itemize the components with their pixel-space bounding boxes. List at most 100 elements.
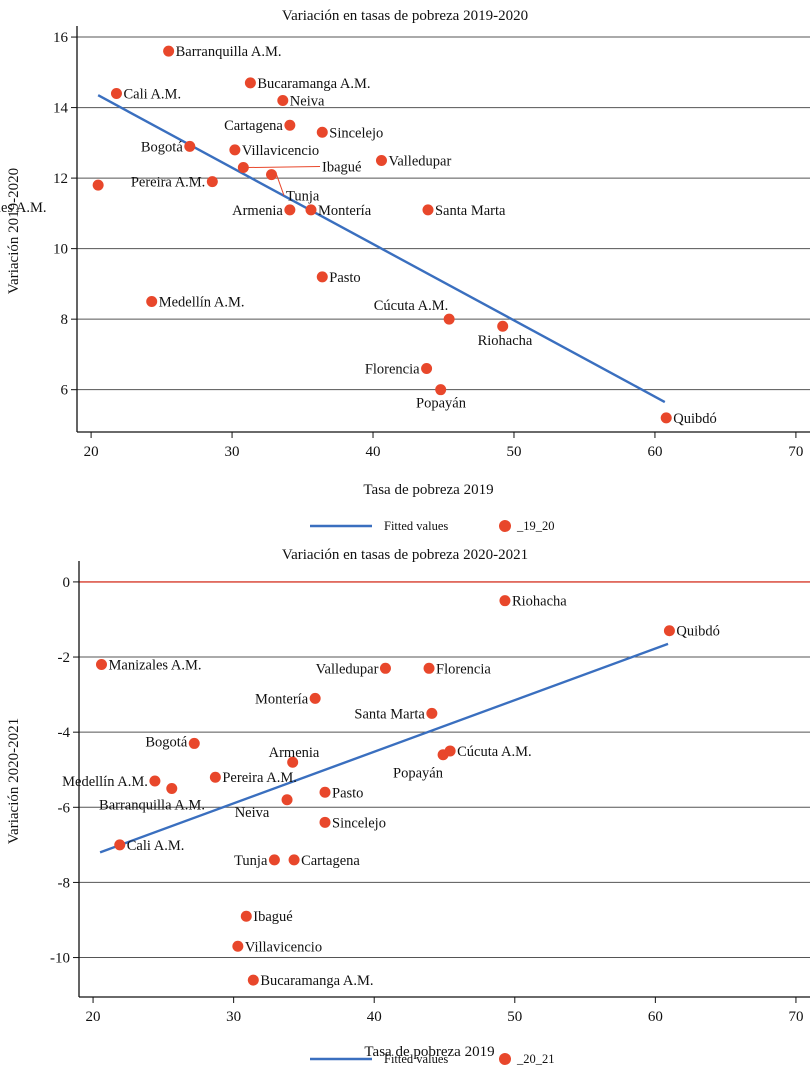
y-axis-label: Variación 2019-2020: [6, 168, 22, 294]
chart-panel-2020-2021: Variación en tasas de pobreza 2020-2021 0…: [0, 545, 810, 1082]
point-label-neiva: Neiva: [235, 805, 270, 821]
point-label-sincelejo: Sincelejo: [332, 815, 386, 831]
point-ibague: [240, 910, 252, 922]
point-cucuta-a-m: [443, 313, 455, 325]
point-label-monteria: Montería: [255, 691, 309, 707]
y-tick-label: 12: [53, 171, 68, 187]
point-label-cartagena: Cartagena: [224, 118, 283, 134]
fitted-values-line: [99, 642, 669, 854]
x-tick-label: 50: [507, 1009, 522, 1025]
point-label-barranquilla-a-m: Barranquilla A.M.: [176, 44, 282, 60]
point-manizales-a-m: [92, 179, 104, 191]
point-label-monteria: Montería: [318, 203, 372, 219]
point-label-florencia: Florencia: [436, 661, 491, 677]
legend-marker-label: _19_20: [516, 519, 555, 533]
point-medellin-a-m: [146, 296, 158, 308]
point-label-pereira-a-m: Pereira A.M.: [131, 175, 206, 191]
point-pereira-a-m: [206, 176, 218, 188]
x-tick-label: 60: [648, 1009, 663, 1025]
scatter-chart-2020-2021: Variación en tasas de pobreza 2020-2021 0…: [6, 547, 810, 1066]
point-ibague: [237, 162, 249, 174]
point-label-cucuta-a-m: Cúcuta A.M.: [457, 744, 532, 760]
point-pasto: [319, 786, 331, 798]
y-tick-label: 0: [63, 575, 71, 591]
y-tick-label: 14: [53, 101, 69, 117]
point-pasto: [316, 271, 328, 283]
point-label-sincelejo: Sincelejo: [329, 125, 383, 141]
x-tick-label: 20: [84, 444, 99, 460]
point-label-riohacha: Riohacha: [478, 333, 533, 349]
point-label-manizales-a-m: Manizales A.M.: [0, 200, 47, 216]
point-tunja: [266, 169, 278, 181]
legend-marker-swatch: [499, 1053, 511, 1065]
point-cucuta-a-m: [444, 745, 456, 757]
point-tunja: [268, 854, 280, 866]
point-label-cucuta-a-m: Cúcuta A.M.: [374, 298, 449, 314]
point-manizales-a-m: [95, 659, 107, 671]
point-sincelejo: [319, 816, 331, 828]
y-tick-label: -6: [58, 800, 71, 816]
x-tick-label: 40: [367, 1009, 382, 1025]
chart-title: Variación en tasas de pobreza 2020-2021: [282, 547, 528, 563]
x-tick-label: 20: [86, 1009, 101, 1025]
point-cali-a-m: [110, 87, 122, 99]
y-tick-label: 10: [53, 242, 68, 258]
scatter-chart-2019-2020: Variación en tasas de pobreza 2019-2020 6…: [0, 8, 810, 533]
point-cartagena: [288, 854, 300, 866]
point-label-tunja: Tunja: [286, 189, 320, 205]
point-barranquilla-a-m: [166, 783, 178, 795]
point-label-florencia: Florencia: [365, 362, 420, 378]
point-bogota: [184, 140, 196, 152]
point-barranquilla-a-m: [163, 45, 175, 57]
point-label-ibague: Ibagué: [322, 160, 361, 176]
point-label-valledupar: Valledupar: [316, 661, 379, 677]
point-label-ibague: Ibagué: [253, 909, 292, 925]
legend-marker-label: _20_21: [516, 1052, 555, 1066]
point-florencia: [421, 363, 433, 375]
point-label-tunja: Tunja: [234, 853, 268, 869]
point-florencia: [423, 662, 435, 674]
x-tick-label: 40: [366, 444, 381, 460]
point-label-medellin-a-m: Medellín A.M.: [159, 295, 245, 311]
y-tick-label: -10: [50, 951, 70, 967]
y-tick-label: 16: [53, 30, 69, 46]
point-villavicencio: [232, 940, 244, 952]
x-tick-label: 70: [788, 1009, 803, 1025]
chart-panel-2019-2020: Variación en tasas de pobreza 2019-2020 6…: [0, 8, 810, 533]
point-riohacha: [499, 595, 511, 607]
point-cali-a-m: [114, 839, 126, 851]
chart-title: Variación en tasas de pobreza 2019-2020: [282, 8, 528, 24]
y-tick-label: -8: [58, 875, 71, 891]
point-santa-marta: [426, 707, 438, 719]
point-armenia: [284, 204, 296, 216]
point-bucaramanga-a-m: [244, 77, 256, 89]
point-label-cali-a-m: Cali A.M.: [127, 838, 185, 854]
point-label-medellin-a-m: Medellín A.M.: [62, 774, 148, 790]
point-label-pasto: Pasto: [329, 270, 360, 286]
point-label-barranquilla-a-m: Barranquilla A.M.: [99, 798, 205, 814]
point-santa-marta: [422, 204, 434, 216]
point-label-riohacha: Riohacha: [512, 594, 567, 610]
point-label-neiva: Neiva: [290, 94, 325, 110]
point-label-cali-a-m: Cali A.M.: [123, 86, 181, 102]
point-valledupar: [375, 154, 387, 166]
x-axis-label: Tasa de pobreza 2019: [364, 1044, 494, 1060]
point-label-santa-marta: Santa Marta: [435, 203, 506, 219]
point-bogota: [188, 737, 200, 749]
point-label-popayan: Popayán: [416, 396, 467, 412]
point-villavicencio: [229, 144, 241, 156]
label-leader-tunja: [276, 174, 285, 196]
x-tick-label: 50: [506, 444, 521, 460]
point-label-valledupar: Valledupar: [388, 153, 451, 169]
y-tick-label: -2: [58, 650, 71, 666]
point-label-quibdo: Quibdó: [676, 624, 720, 640]
legend-marker-swatch: [499, 520, 511, 532]
point-label-pasto: Pasto: [332, 785, 363, 801]
point-label-popayan: Popayán: [393, 766, 444, 782]
point-label-armenia: Armenia: [269, 745, 320, 761]
point-valledupar: [379, 662, 391, 674]
y-axis-label: Variación 2020-2021: [6, 718, 22, 844]
point-armenia: [287, 756, 299, 768]
point-pereira-a-m: [209, 771, 221, 783]
point-popayan: [435, 384, 447, 396]
